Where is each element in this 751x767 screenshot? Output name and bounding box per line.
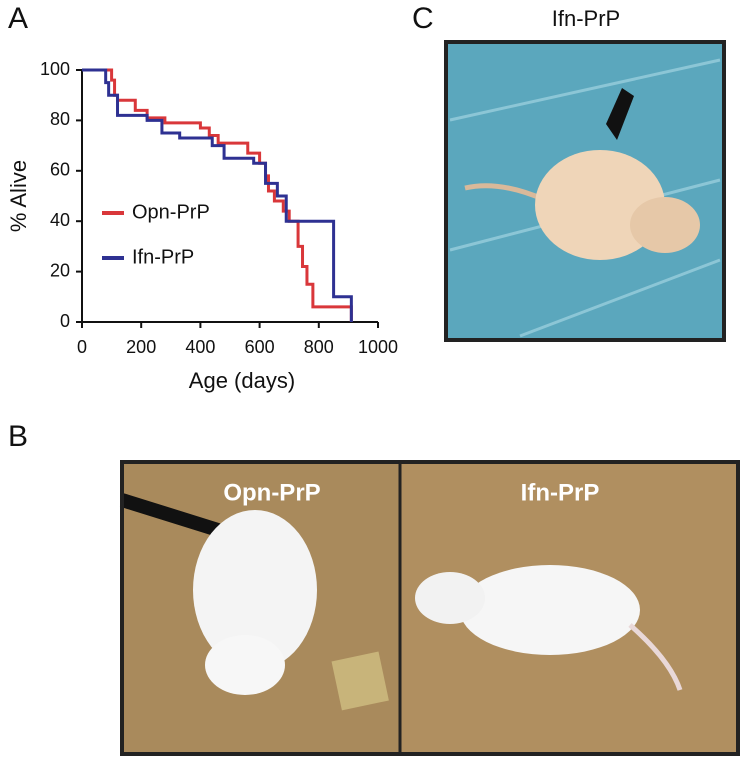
photo: [444, 40, 726, 342]
y-axis-label: % Alive: [6, 160, 31, 232]
y-tick-label: 60: [50, 160, 70, 180]
y-tick-label: 80: [50, 109, 70, 129]
y-tick-label: 20: [50, 260, 70, 280]
photo: [400, 462, 738, 754]
legend-label: Ifn-PrP: [132, 246, 194, 268]
y-tick-label: 0: [60, 311, 70, 331]
x-tick-label: 600: [245, 337, 275, 357]
photo-label: Opn-PrP: [223, 479, 320, 506]
panel-title: Ifn-PrP: [552, 6, 620, 31]
x-tick-label: 0: [77, 337, 87, 357]
x-tick-label: 800: [304, 337, 334, 357]
panel-label: A: [8, 2, 28, 35]
panel-label: C: [412, 2, 434, 35]
panel-label: B: [8, 420, 28, 453]
survival-line: [82, 68, 353, 322]
x-tick-label: 200: [126, 337, 156, 357]
x-tick-label: 400: [185, 337, 215, 357]
photo: [119, 462, 400, 754]
x-axis-label: Age (days): [189, 368, 295, 393]
survival-line: [82, 68, 353, 322]
y-tick-label: 100: [40, 59, 70, 79]
photo-label: Ifn-PrP: [521, 479, 600, 506]
legend-label: Opn-PrP: [132, 201, 210, 223]
photo-frame: [120, 460, 740, 756]
x-tick-label: 1000: [358, 337, 398, 357]
y-tick-label: 40: [50, 210, 70, 230]
